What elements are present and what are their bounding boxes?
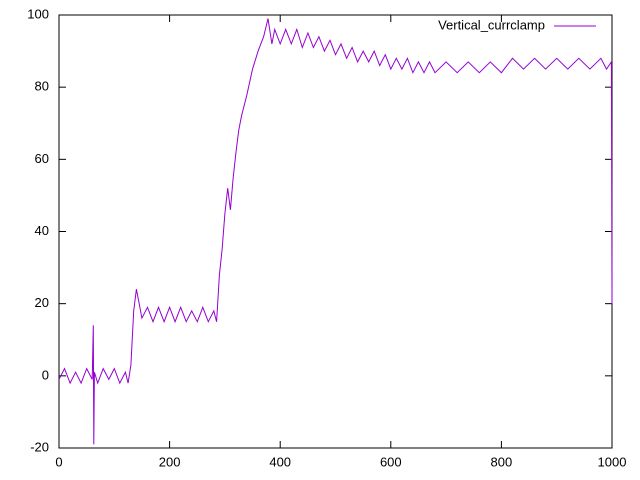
- x-tick-label: 1000: [598, 454, 627, 469]
- x-tick-label: 800: [491, 454, 513, 469]
- x-tick-label: 200: [159, 454, 181, 469]
- y-tick-label: 80: [35, 79, 49, 94]
- x-tick-label: 400: [269, 454, 291, 469]
- y-tick-label: 0: [42, 367, 49, 382]
- y-tick-label: 100: [27, 6, 49, 21]
- x-tick-label: 0: [55, 454, 62, 469]
- y-tick-label: 60: [35, 151, 49, 166]
- data-line: [58, 18, 613, 445]
- y-tick-label: 20: [35, 295, 49, 310]
- plot-border: [58, 14, 613, 449]
- x-tick-label: 600: [380, 454, 402, 469]
- y-tick-label: 40: [35, 223, 49, 238]
- y-tick-label: -20: [30, 439, 49, 454]
- legend-label: Vertical_currclamp: [438, 17, 545, 32]
